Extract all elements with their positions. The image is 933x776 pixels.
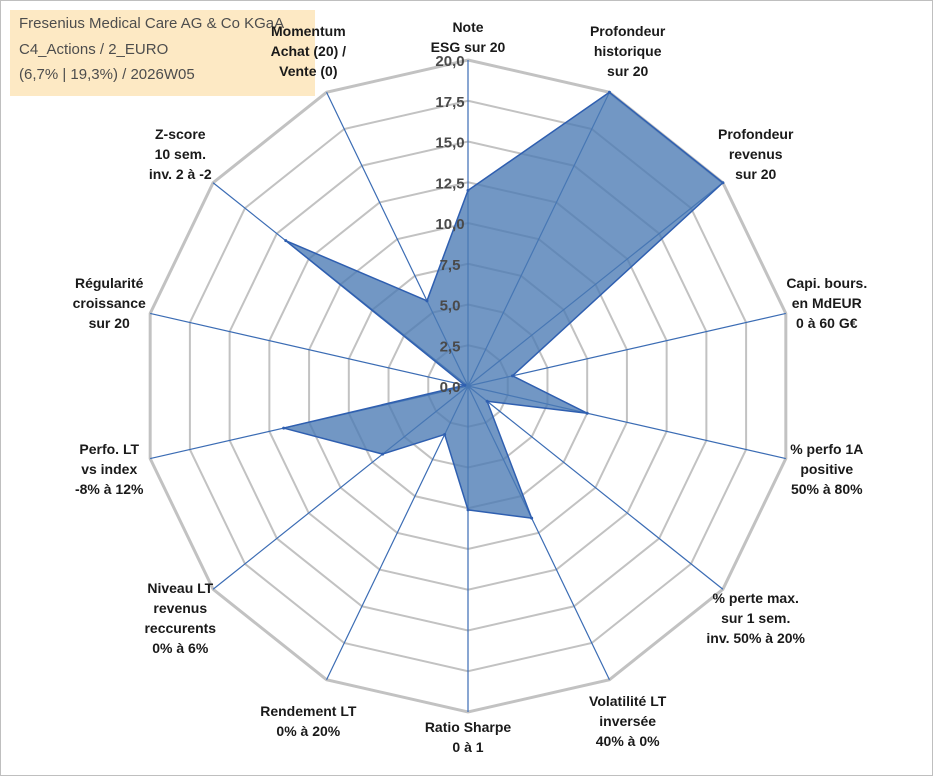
axis-label: Régularité croissance sur 20 [73,275,146,331]
axis-label: Volatilité LT inversée 40% à 0% [589,693,667,749]
axis-label: Ratio Sharpe 0 à 1 [425,719,512,755]
data-point [425,299,429,303]
data-point [443,432,447,436]
axis-spoke [467,312,786,387]
axis-label: Niveau LT revenus reccurents 0% à 6% [144,580,216,656]
axis-label: % perfo 1A positive 50% à 80% [790,441,863,497]
data-point [510,374,514,378]
axis-label: Profondeur revenus sur 20 [718,126,794,182]
data-point [585,411,589,415]
title-line-company: Fresenius Medical Care AG & Co KGaA [19,15,285,32]
tick-label: 15,0 [435,135,464,152]
axis-label: % perte max. sur 1 sem. inv. 50% à 20% [706,590,805,646]
data-point [466,188,470,192]
title-line-period: (6,7% | 19,3%) / 2026W05 [19,66,195,83]
title-line-category: C4_Actions / 2_EURO [19,41,169,58]
data-point [463,383,467,387]
data-point [381,452,385,456]
axis-spoke [467,385,724,590]
axis-label: Note ESG sur 20 [431,19,506,55]
data-point [530,516,534,520]
axis-label: Capi. bours. en MdEUR 0 à 60 G€ [786,275,867,331]
tick-label: 20,0 [435,53,464,70]
axis-spoke [150,312,469,387]
tick-label: 5,0 [440,298,461,315]
axis-label: Z-score 10 sem. inv. 2 à -2 [149,126,212,182]
axis-label: Momentum Achat (20) / Vente (0) [271,23,347,79]
tick-label: 7,5 [440,257,461,274]
tick-label: 10,0 [435,216,464,233]
data-point [485,399,489,403]
tick-label: 12,5 [435,175,464,192]
data-point [282,426,286,430]
axis-label: Perfo. LT vs index -8% à 12% [75,441,144,497]
tick-label: 0,0 [440,379,461,396]
axis-label: Rendement LT 0% à 20% [260,703,357,739]
axis-label: Profondeur historique sur 20 [590,23,666,79]
chart-title-box: Fresenius Medical Care AG & Co KGaA C4_A… [10,10,315,96]
tick-label: 2,5 [440,338,461,355]
data-point [721,181,725,185]
data-point [466,508,470,512]
tick-label: 17,5 [435,94,464,111]
data-series-area [282,91,724,519]
data-point [607,90,611,94]
data-point [284,239,288,243]
